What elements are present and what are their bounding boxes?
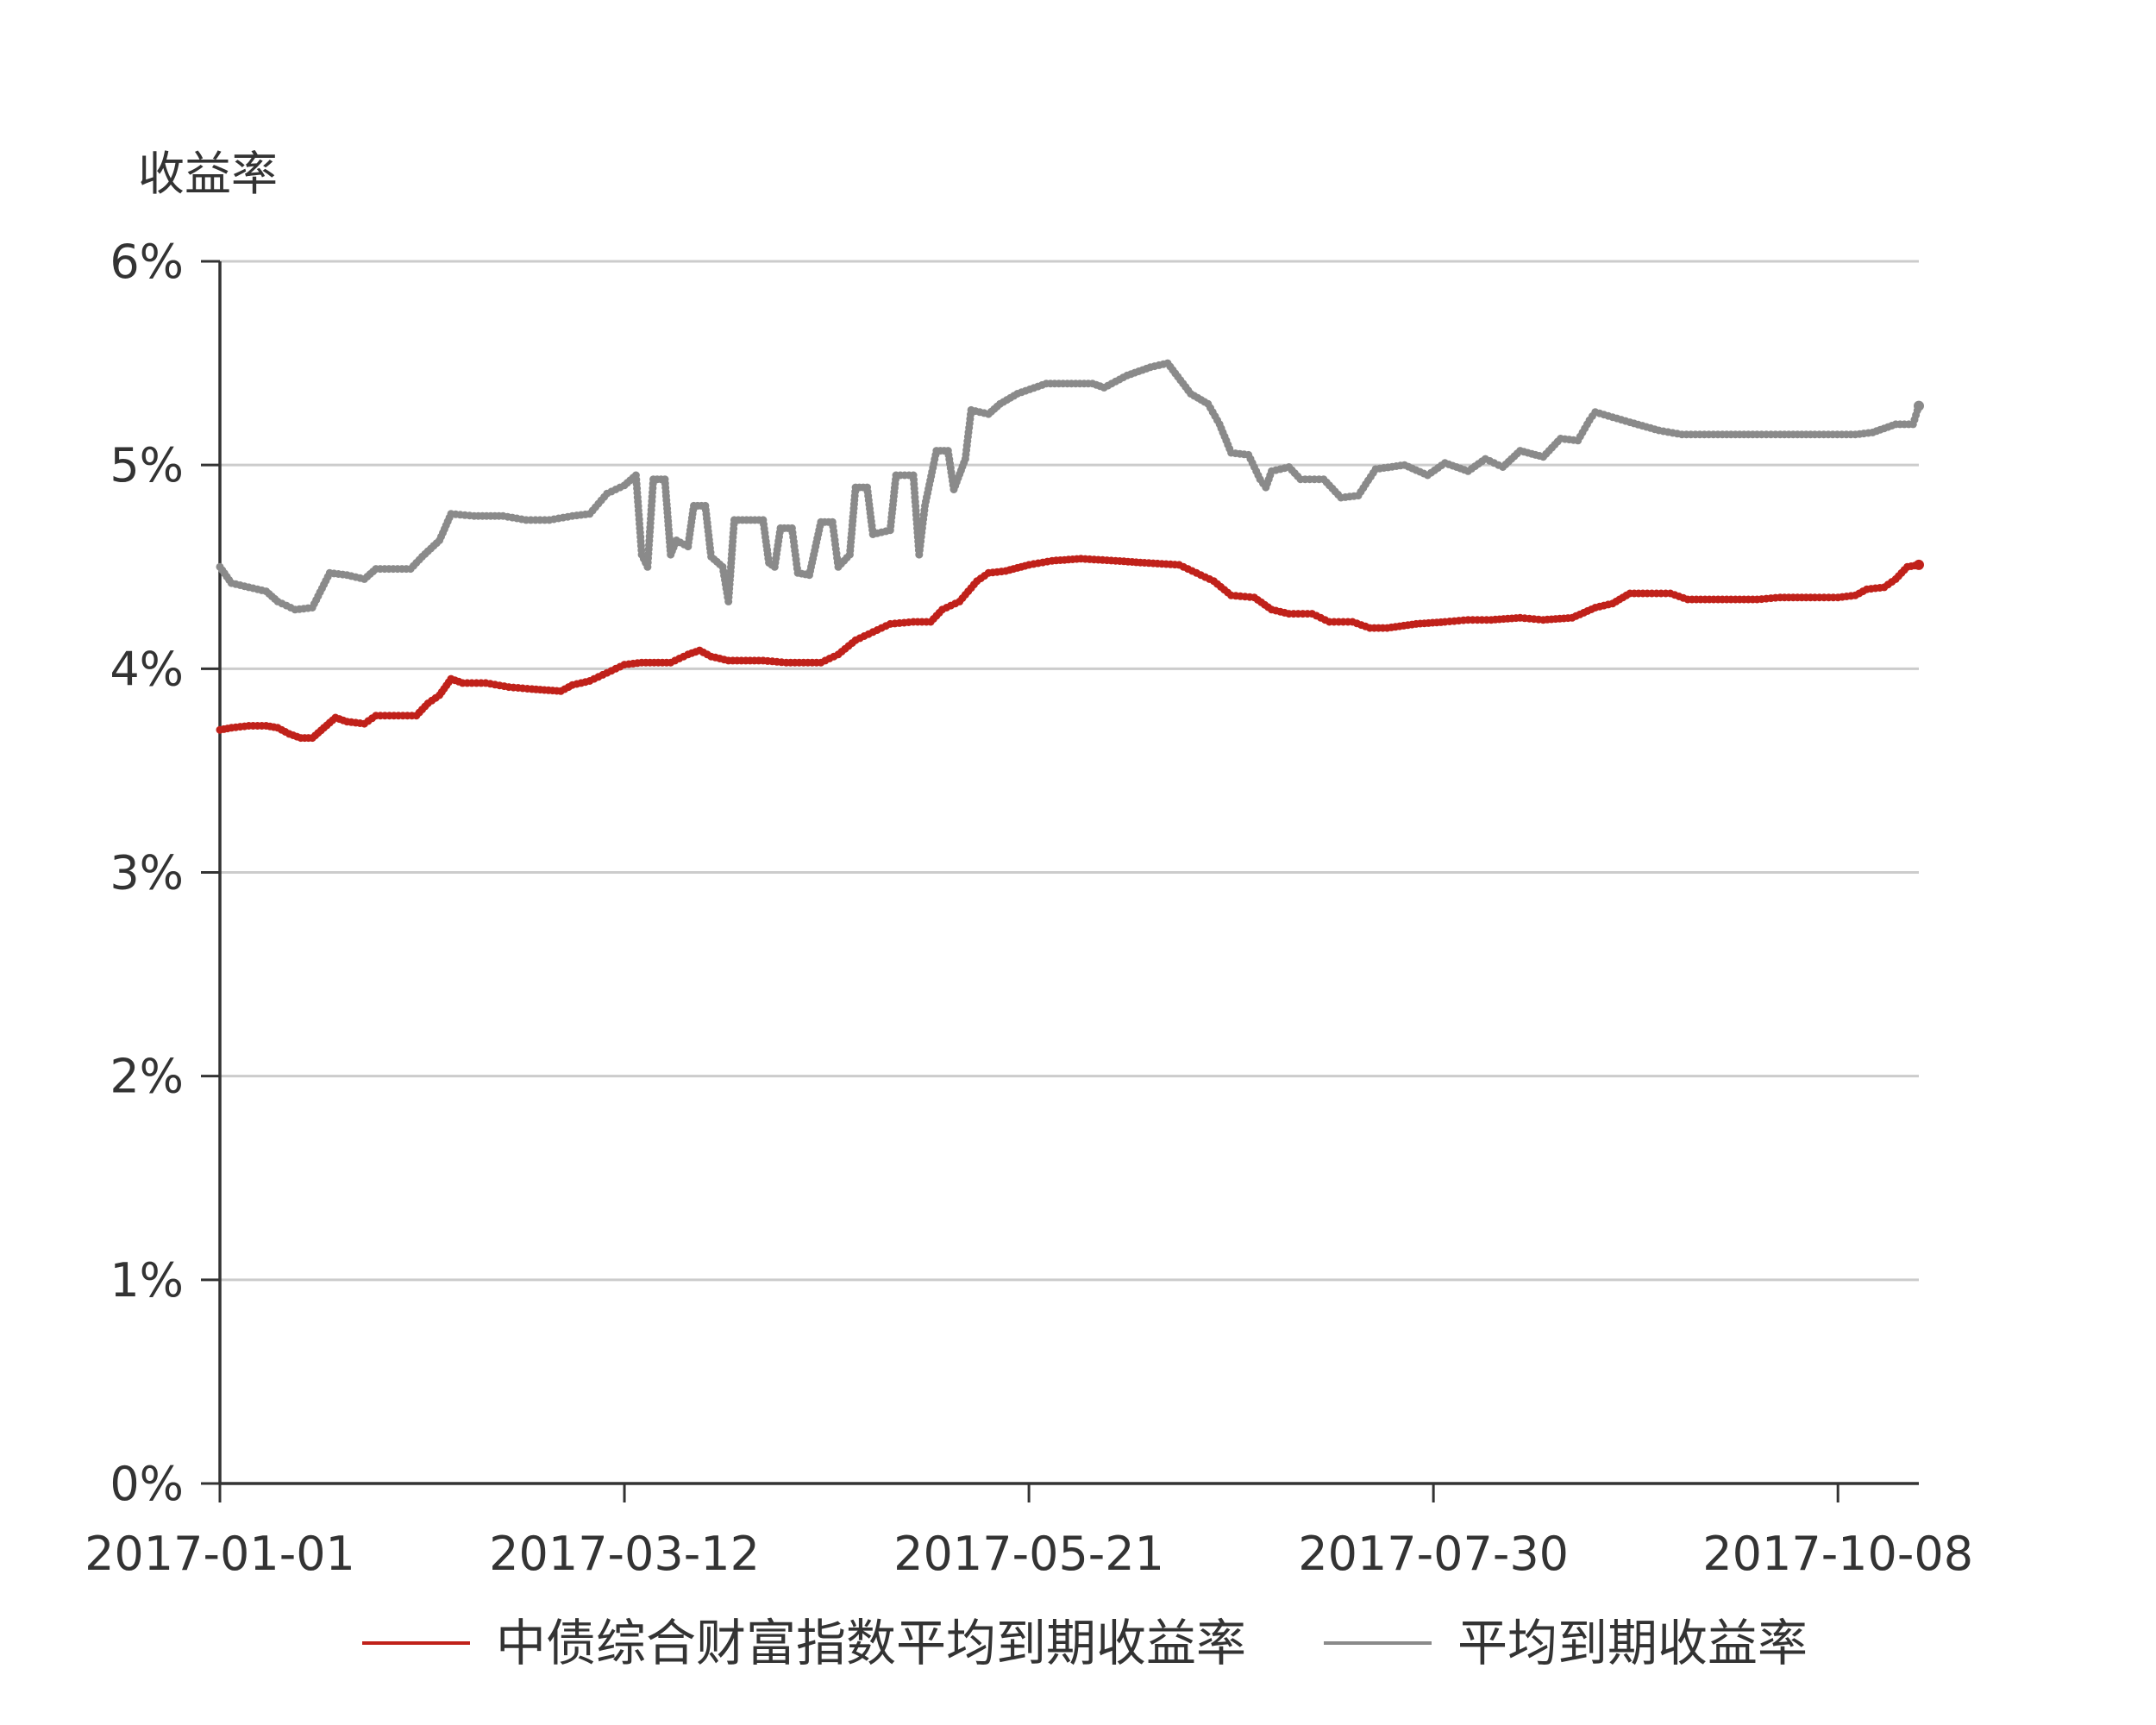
legend: 中债综合财富指数平均到期收益率 平均到期收益率: [362, 1614, 1808, 1672]
y-tick-label: 2%: [110, 1050, 184, 1104]
y-tick-labels: 0% 1% 2% 3% 4% 5% 6%: [110, 235, 184, 1511]
x-tick-label: 2017-01-01: [85, 1527, 355, 1581]
series-2: [216, 359, 1924, 614]
x-tick-label: 2017-10-08: [1702, 1527, 1973, 1581]
y-tick-label: 0%: [110, 1457, 184, 1511]
gridlines: [220, 260, 1919, 1282]
y-tick-label: 5%: [110, 438, 184, 492]
series-line: [217, 555, 1921, 741]
x-tick-label: 2017-07-30: [1298, 1527, 1569, 1581]
series-markers: [216, 555, 1924, 743]
data-point: [1914, 400, 1924, 411]
series-1: [216, 555, 1924, 743]
legend-label: 平均到期收益率: [1457, 1614, 1808, 1672]
axes: [201, 260, 1919, 1502]
y-tick-label: 4%: [110, 642, 184, 696]
y-tick-label: 3%: [110, 846, 184, 900]
y-tick-label: 6%: [110, 235, 184, 289]
y-axis-title: 收益率: [138, 147, 278, 201]
x-tick-labels: 2017-01-01 2017-03-12 2017-05-21 2017-07-30…: [85, 1527, 1973, 1581]
x-tick-label: 2017-03-12: [489, 1527, 760, 1581]
legend-label: 中债综合财富指数平均到期收益率: [496, 1614, 1246, 1672]
series-line: [217, 361, 1921, 612]
data-point: [1914, 559, 1924, 570]
x-tick-label: 2017-05-21: [893, 1527, 1164, 1581]
y-tick-label: 1%: [110, 1253, 184, 1308]
series-markers: [216, 359, 1924, 614]
series-layer: [216, 359, 1924, 743]
